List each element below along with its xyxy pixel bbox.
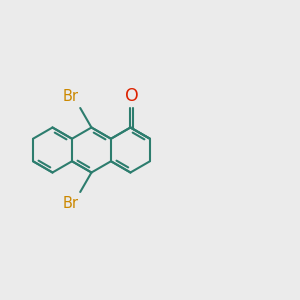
Text: Br: Br [63,89,79,104]
Text: Br: Br [63,196,79,211]
Text: O: O [125,87,139,105]
